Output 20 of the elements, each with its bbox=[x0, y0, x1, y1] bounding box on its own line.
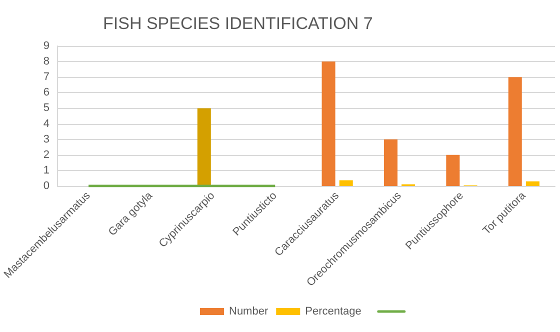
y-tick-label: 8 bbox=[43, 56, 50, 68]
bar bbox=[384, 139, 398, 186]
y-tick-label: 4 bbox=[43, 118, 50, 130]
bar bbox=[526, 181, 540, 186]
bar bbox=[446, 154, 460, 186]
bar bbox=[508, 77, 522, 186]
y-tick-label: 7 bbox=[43, 71, 50, 84]
y-tick-label: 6 bbox=[43, 86, 50, 99]
y-tick-label: 2 bbox=[43, 148, 50, 161]
y-tick-label: 0 bbox=[43, 180, 50, 192]
legend-label: Percentage bbox=[305, 306, 362, 318]
bar bbox=[339, 180, 353, 186]
bar bbox=[322, 62, 336, 186]
legend-label: Number bbox=[229, 306, 268, 318]
y-tick-label: 5 bbox=[43, 102, 50, 114]
y-tick-label: 9 bbox=[43, 40, 50, 52]
chart-title: FISH SPECIES IDENTIFICATION 7 bbox=[103, 14, 373, 33]
bar bbox=[197, 108, 211, 186]
y-tick-label: 1 bbox=[43, 164, 50, 176]
y-tick-label: 3 bbox=[43, 133, 50, 146]
